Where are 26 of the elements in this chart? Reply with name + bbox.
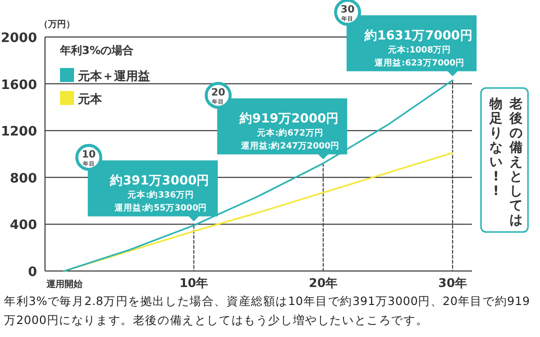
x-tick-label: 20年 <box>308 276 338 290</box>
y-tick-label: 0 <box>28 265 37 280</box>
side-note: 老後の備えとしては 物足りない!! <box>480 87 529 233</box>
annotation: 約1631万7000円 <box>363 27 473 42</box>
x-tick-label: 運用開始 <box>45 279 84 290</box>
y-axis-title: （万円） <box>39 19 75 30</box>
legend-title: 年利3%の場合 <box>59 44 135 57</box>
annotation: 元本:1008万円 <box>387 44 452 56</box>
text: 年利3%で毎月2.8万円を拠出した場合、資産総額は10年目で約391万3000円、20年目で約919万2000円になります。老後の備えとしてはもう少し増やしたいところです。 <box>4 293 531 329</box>
y-tick-label: 2000 <box>0 31 37 46</box>
y-tick-label: 1200 <box>0 124 37 140</box>
x-tick-label: 10年 <box>179 276 208 290</box>
annotation: 約919万2000円 <box>238 110 340 126</box>
line-series <box>64 152 454 272</box>
x-tick-label: 30年 <box>438 276 467 290</box>
annotation: 元本:約672万円 <box>256 127 324 138</box>
y-tick-label: 1600 <box>0 78 37 93</box>
annotation: 運用益:約55万3000円 <box>113 202 208 214</box>
annotation: 元本:約336万円 <box>126 189 194 200</box>
annotation: 運用益:623万7000円 <box>374 57 464 68</box>
legend-label: 元本＋運用益 <box>77 69 150 83</box>
y-tick-label: 400 <box>10 218 37 234</box>
annotation: 約391万3000円 <box>108 172 210 188</box>
legend-label: 元本 <box>77 92 103 106</box>
y-tick-label: 800 <box>10 171 37 186</box>
annotation: 運用益:約247万2000円 <box>240 140 340 152</box>
